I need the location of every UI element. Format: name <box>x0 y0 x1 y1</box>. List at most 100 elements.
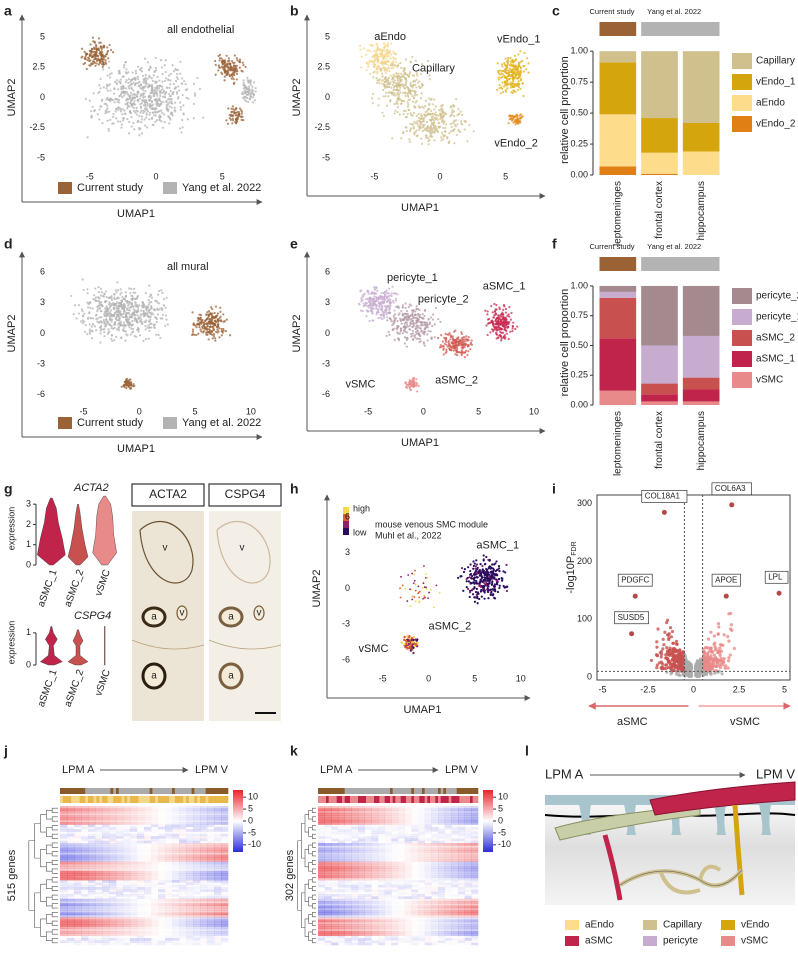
cell-dot <box>392 56 394 58</box>
cell-dot <box>151 118 153 120</box>
cell-dot <box>132 71 134 73</box>
cell-dot <box>112 51 114 53</box>
cell-dot <box>158 87 160 89</box>
cell-dot <box>415 584 417 586</box>
cell-dot <box>405 588 407 590</box>
cell-dot <box>119 81 121 83</box>
cell-dot <box>128 87 130 89</box>
gene-dot <box>675 642 678 645</box>
x-tick-label: hippocampus <box>696 411 707 470</box>
cell-dot <box>400 330 402 332</box>
cell-dot <box>210 313 212 315</box>
cell-dot <box>208 338 210 340</box>
cell-dot <box>156 119 158 121</box>
cell-dot <box>217 312 219 314</box>
cell-dot <box>503 305 505 307</box>
cell-dot <box>420 118 422 120</box>
cell-dot <box>233 65 235 67</box>
cell-dot <box>505 564 507 566</box>
violin <box>104 626 105 665</box>
cell-dot <box>113 339 115 341</box>
cell-dot <box>206 334 208 336</box>
cell-dot <box>408 92 410 94</box>
cell-dot <box>112 113 114 115</box>
cell-dot <box>393 320 395 322</box>
cell-dot <box>500 92 502 94</box>
cell-dot <box>106 51 108 53</box>
cell-dot <box>113 93 115 95</box>
cell-dot <box>419 106 421 108</box>
cell-dot <box>368 49 370 51</box>
cell-dot <box>148 95 150 97</box>
cell-dot <box>455 340 457 342</box>
cell-dot <box>395 292 397 294</box>
x-tick-label: -5 <box>79 406 87 416</box>
cell-dot <box>504 68 506 70</box>
cell-dot <box>91 330 93 332</box>
cell-dot <box>401 642 403 644</box>
cell-dot <box>134 301 136 303</box>
cell-dot <box>94 325 96 327</box>
cell-dot <box>415 322 417 324</box>
cell-dot <box>199 329 201 331</box>
cell-dot <box>91 116 93 118</box>
cell-dot <box>110 318 112 320</box>
cell-dot <box>402 132 404 134</box>
cell-dot <box>505 71 507 73</box>
cell-dot <box>379 55 381 57</box>
cell-dot <box>215 331 217 333</box>
cell-dot <box>461 333 463 335</box>
gene-dot <box>723 657 726 660</box>
cell-dot <box>102 54 104 56</box>
cell-dot <box>156 89 158 91</box>
cell-dot <box>210 306 212 308</box>
cell-dot <box>420 138 422 140</box>
gene-dot <box>665 646 668 649</box>
cell-dot <box>467 350 469 352</box>
cell-dot <box>127 85 129 87</box>
cell-dot <box>173 83 175 85</box>
cell-dot <box>143 92 145 94</box>
gene-dot <box>727 666 730 669</box>
cell-dot <box>523 52 525 54</box>
cell-dot <box>115 110 117 112</box>
cell-dot <box>156 95 158 97</box>
cell-dot <box>428 97 430 99</box>
cell-dot <box>119 120 121 122</box>
cell-dot <box>141 306 143 308</box>
cell-dot <box>213 316 215 318</box>
cell-dot <box>125 81 127 83</box>
cell-dot <box>410 643 412 645</box>
cell-dot <box>133 385 135 387</box>
cell-dot <box>84 56 86 58</box>
cell-dot <box>468 576 470 578</box>
cell-dot <box>517 63 519 65</box>
cell-dot <box>430 126 432 128</box>
cell-dot <box>130 87 132 89</box>
cell-dot <box>249 95 251 97</box>
legend-label: pericyte_2 <box>756 291 798 302</box>
cell-dot <box>378 104 380 106</box>
cell-dot <box>156 321 158 323</box>
cell-dot <box>460 120 462 122</box>
cell-dot <box>170 98 172 100</box>
cell-dot <box>70 295 72 297</box>
cell-dot <box>183 113 185 115</box>
cell-dot <box>127 301 129 303</box>
cell-dot <box>383 298 385 300</box>
cell-dot <box>128 321 130 323</box>
cell-dot <box>94 65 96 67</box>
cell-dot <box>400 103 402 105</box>
cell-dot <box>154 87 156 89</box>
y-axis-title: UMAP2 <box>6 79 18 117</box>
cell-dot <box>84 62 86 64</box>
cell-dot <box>153 93 155 95</box>
cell-dot <box>148 75 150 77</box>
cell-dot <box>418 113 420 115</box>
cell-dot <box>402 304 404 306</box>
cell-dot <box>244 66 246 68</box>
cell-dot <box>242 91 244 93</box>
cell-dot <box>121 386 123 388</box>
cell-dot <box>181 77 183 79</box>
cell-dot <box>140 121 142 123</box>
